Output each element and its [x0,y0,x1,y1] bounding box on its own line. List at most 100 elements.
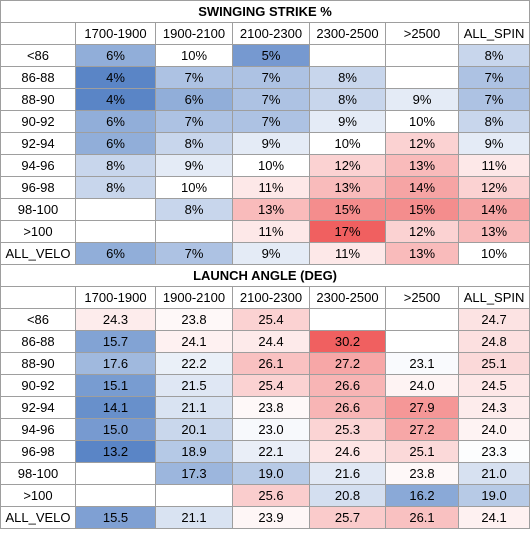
row-label[interactable]: 92-94 [0,396,76,419]
data-cell[interactable]: 14.1 [75,396,156,419]
row-label[interactable]: >100 [0,220,76,243]
data-cell[interactable]: 25.3 [309,418,386,441]
data-cell[interactable]: 4% [75,66,156,89]
data-cell[interactable]: 10% [155,44,233,67]
data-cell[interactable]: 16.2 [385,484,459,507]
data-cell[interactable]: 20.1 [155,418,233,441]
data-cell[interactable]: 8% [457,44,531,67]
data-cell[interactable]: 24.1 [155,330,233,353]
row-label[interactable]: 88-90 [0,352,76,375]
data-cell[interactable]: 10% [457,242,531,265]
data-cell[interactable]: 26.1 [385,506,459,529]
data-cell[interactable]: 8% [309,66,386,89]
data-cell[interactable]: 24.0 [385,374,459,397]
data-cell[interactable]: 21.1 [155,396,233,419]
data-cell[interactable]: 17.6 [75,352,156,375]
data-cell[interactable]: 20.8 [309,484,386,507]
data-cell[interactable]: 9% [309,110,386,133]
data-cell[interactable]: 24.3 [75,308,156,331]
data-cell[interactable] [75,198,156,221]
data-cell[interactable]: 12% [457,176,531,199]
data-cell[interactable]: 24.3 [457,396,531,419]
data-cell[interactable]: 23.3 [457,440,531,463]
row-label[interactable]: 92-94 [0,132,76,155]
data-cell[interactable]: 9% [232,132,310,155]
data-cell[interactable]: 6% [75,110,156,133]
data-cell[interactable]: 22.2 [155,352,233,375]
data-cell[interactable]: 24.5 [457,374,531,397]
data-cell[interactable]: 24.6 [309,440,386,463]
data-cell[interactable]: 6% [155,88,233,111]
data-cell[interactable]: 25.1 [385,440,459,463]
data-cell[interactable]: 15% [309,198,386,221]
data-cell[interactable]: 9% [457,132,531,155]
column-header[interactable]: >2500 [385,286,459,309]
data-cell[interactable]: 7% [155,110,233,133]
data-cell[interactable]: 22.1 [232,440,310,463]
data-cell[interactable]: 25.6 [232,484,310,507]
data-cell[interactable]: 26.6 [309,396,386,419]
row-label[interactable]: 94-96 [0,418,76,441]
data-cell[interactable]: 7% [155,66,233,89]
data-cell[interactable] [155,220,233,243]
data-cell[interactable]: 8% [75,154,156,177]
data-cell[interactable]: 10% [385,110,459,133]
row-label[interactable]: 86-88 [0,66,76,89]
data-cell[interactable]: 10% [232,154,310,177]
data-cell[interactable]: 15.5 [75,506,156,529]
corner-cell[interactable] [0,22,76,45]
data-cell[interactable]: 21.0 [457,462,531,485]
data-cell[interactable]: 23.8 [385,462,459,485]
data-cell[interactable]: 6% [75,44,156,67]
data-cell[interactable]: 15% [385,198,459,221]
row-label[interactable]: 94-96 [0,154,76,177]
row-label[interactable]: 98-100 [0,198,76,221]
column-header[interactable]: 1700-1900 [75,22,156,45]
data-cell[interactable]: 24.1 [457,506,531,529]
row-label[interactable]: 90-92 [0,110,76,133]
column-header[interactable]: >2500 [385,22,459,45]
data-cell[interactable]: 13% [385,154,459,177]
data-cell[interactable]: 6% [75,242,156,265]
data-cell[interactable]: 9% [385,88,459,111]
data-cell[interactable]: 21.5 [155,374,233,397]
row-label[interactable]: 96-98 [0,176,76,199]
data-cell[interactable] [385,44,459,67]
row-label[interactable]: 96-98 [0,440,76,463]
column-header[interactable]: 2300-2500 [309,22,386,45]
data-cell[interactable]: 7% [457,66,531,89]
data-cell[interactable]: 14% [385,176,459,199]
data-cell[interactable]: 4% [75,88,156,111]
data-cell[interactable]: 8% [75,176,156,199]
data-cell[interactable]: 23.1 [385,352,459,375]
data-cell[interactable]: 18.9 [155,440,233,463]
data-cell[interactable]: 13% [385,242,459,265]
data-cell[interactable] [385,66,459,89]
data-cell[interactable]: 7% [457,88,531,111]
data-cell[interactable]: 12% [385,220,459,243]
data-cell[interactable]: 25.7 [309,506,386,529]
data-cell[interactable]: 11% [232,176,310,199]
data-cell[interactable]: 21.6 [309,462,386,485]
data-cell[interactable]: 17.3 [155,462,233,485]
data-cell[interactable]: 11% [309,242,386,265]
data-cell[interactable] [75,462,156,485]
data-cell[interactable]: 27.2 [309,352,386,375]
data-cell[interactable]: 19.0 [232,462,310,485]
data-cell[interactable]: 24.7 [457,308,531,331]
data-cell[interactable]: 26.1 [232,352,310,375]
row-label[interactable]: <86 [0,44,76,67]
row-label[interactable]: 88-90 [0,88,76,111]
data-cell[interactable]: 8% [309,88,386,111]
data-cell[interactable]: 27.2 [385,418,459,441]
data-cell[interactable]: 9% [155,154,233,177]
row-label[interactable]: ALL_VELO [0,242,76,265]
data-cell[interactable]: 27.9 [385,396,459,419]
data-cell[interactable]: 13% [232,198,310,221]
data-cell[interactable]: 25.4 [232,308,310,331]
data-cell[interactable]: 8% [155,132,233,155]
data-cell[interactable]: 13% [457,220,531,243]
data-cell[interactable]: 24.0 [457,418,531,441]
data-cell[interactable]: 13.2 [75,440,156,463]
data-cell[interactable]: 26.6 [309,374,386,397]
